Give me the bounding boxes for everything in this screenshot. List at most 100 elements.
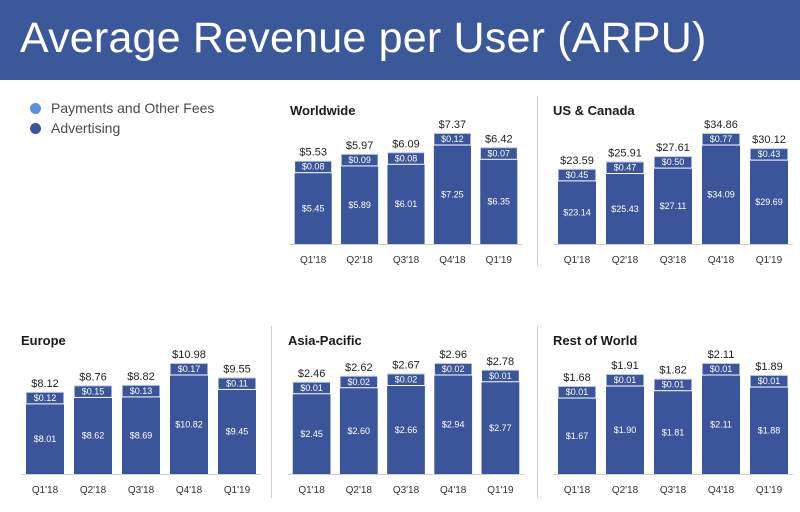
bar-advertising-q1-19 [481, 369, 520, 474]
bar-advertising-q2-18 [339, 375, 378, 474]
bar-advertising-q1-18 [292, 381, 331, 474]
tick-label-q1-18: Q1'18 [32, 485, 59, 496]
label-advertising-q3-18: $2.66 [395, 425, 418, 435]
tick-label-q2-18: Q2'18 [612, 255, 639, 266]
label-total-q1-19: $6.42 [485, 133, 513, 145]
bar-advertising-q4-18 [702, 133, 740, 244]
bar-advertising-q2-18 [74, 385, 112, 474]
label-payments-q1-19: $0.01 [758, 376, 781, 386]
tick-label-q1-18: Q1'18 [564, 255, 591, 266]
label-advertising-q2-18: $25.43 [611, 204, 639, 214]
bar-advertising-q1-18 [26, 391, 64, 474]
separator-bottom-right [537, 326, 538, 498]
tick-label-q1-19: Q1'19 [756, 255, 783, 266]
label-total-q1-19: $1.89 [755, 361, 783, 373]
chart-svg-us-canada: $0.45 $23.14 $23.59 Q1'18 $0.47 $25.43 $25.91 Q… [553, 119, 793, 266]
chart-title-us-canada: US & Canada [553, 103, 635, 118]
label-payments-q2-18: $0.47 [614, 163, 637, 173]
label-total-q2-18: $8.76 [79, 371, 107, 383]
legend: Payments and Other Fees Advertising [30, 98, 214, 138]
legend-label-advertising: Advertising [51, 120, 121, 136]
label-total-q3-18: $6.09 [392, 138, 420, 150]
page-title: Average Revenue per User (ARPU) [20, 14, 707, 62]
chart-title-europe: Europe [21, 333, 66, 348]
chart-asia-pacific: Asia-Pacific $0.01 $2.45 $2.46 Q1'18 $0.02 $2… [288, 333, 524, 498]
label-advertising-q3-18: $27.11 [660, 201, 687, 211]
tick-label-q2-18: Q2'18 [612, 485, 639, 496]
label-advertising-q1-18: $1.67 [566, 431, 589, 441]
label-advertising-q2-18: $8.62 [82, 431, 105, 441]
tick-label-q1-19: Q1'19 [486, 255, 513, 266]
bar-advertising-q2-18 [606, 373, 644, 474]
label-total-q3-18: $1.82 [659, 365, 687, 377]
chart-title-asia-pacific: Asia-Pacific [288, 333, 362, 348]
bar-payments-q1-19 [749, 147, 789, 161]
label-advertising-q1-19: $2.77 [489, 423, 512, 433]
label-payments-q2-18: $0.02 [348, 377, 371, 387]
label-payments-q3-18: $0.08 [395, 153, 418, 163]
label-payments-q1-18: $0.01 [300, 383, 323, 393]
bar-advertising-q1-19 [750, 148, 788, 244]
bar-advertising-q1-19 [750, 375, 788, 474]
label-payments-q3-18: $0.02 [395, 375, 418, 385]
bar-advertising-q1-19 [218, 377, 256, 474]
chart-svg-asia-pacific: $0.01 $2.45 $2.46 Q1'18 $0.02 $2.60 $2.62 Q2'18… [288, 349, 524, 496]
label-total-q4-18: $34.86 [704, 119, 738, 131]
tick-label-q4-18: Q4'18 [176, 485, 203, 496]
label-total-q3-18: $2.67 [392, 360, 420, 372]
label-advertising-q1-18: $2.45 [300, 429, 323, 439]
label-total-q2-18: $25.91 [608, 148, 642, 160]
label-advertising-q1-19: $9.45 [226, 427, 249, 437]
label-total-q4-18: $2.96 [439, 349, 467, 361]
legend-label-payments: Payments and Other Fees [51, 100, 215, 116]
label-advertising-q2-18: $2.60 [348, 426, 371, 436]
chart-us-canada: US & Canada $0.45 $23.14 $23.59 Q1'18 $0.47 $… [553, 103, 793, 268]
label-advertising-q4-18: $2.11 [710, 420, 732, 430]
label-total-q2-18: $5.97 [346, 140, 374, 152]
label-total-q2-18: $1.91 [611, 360, 639, 372]
legend-item-advertising: Advertising [30, 118, 214, 138]
tick-label-q3-18: Q3'18 [128, 485, 155, 496]
chart-worldwide: Worldwide $0.08 $5.45 $5.53 Q1'18 $0.09 $5.89… [290, 103, 522, 268]
label-payments-q3-18: $0.50 [662, 157, 685, 167]
label-payments-q1-19: $0.11 [226, 378, 248, 388]
bar-advertising-q4-18 [434, 363, 473, 474]
tick-label-q4-18: Q4'18 [708, 485, 735, 496]
label-advertising-q1-19: $6.35 [488, 197, 511, 207]
label-total-q1-19: $2.78 [487, 356, 515, 368]
legend-swatch-advertising [30, 122, 41, 134]
chart-rest-of-world: Rest of World $0.01 $1.67 $1.68 Q1'18 $0.01 $… [553, 333, 793, 498]
label-total-q1-18: $5.53 [299, 147, 327, 159]
chart-svg-worldwide: $0.08 $5.45 $5.53 Q1'18 $0.09 $5.89 $5.97 Q2'18… [290, 119, 522, 266]
tick-label-q2-18: Q2'18 [346, 485, 373, 496]
bar-advertising-q2-18 [341, 153, 379, 244]
label-advertising-q3-18: $6.01 [395, 199, 418, 209]
bar-advertising-q4-18 [433, 133, 471, 244]
chart-svg-europe: $0.12 $8.01 $8.12 Q1'18 $0.15 $8.62 $8.76 Q2'18… [21, 349, 261, 496]
bar-payments-q1-19 [749, 374, 789, 388]
tick-label-q3-18: Q3'18 [393, 255, 420, 266]
label-total-q1-19: $9.55 [223, 363, 251, 375]
label-payments-q1-18: $0.12 [34, 393, 57, 403]
label-total-q3-18: $8.82 [127, 371, 155, 383]
bar-advertising-q1-19 [480, 147, 518, 244]
bar-advertising-q4-18 [170, 363, 208, 474]
separator-bottom-left [271, 326, 272, 498]
label-payments-q4-18: $0.17 [178, 364, 201, 374]
label-payments-q2-18: $0.01 [614, 375, 637, 385]
label-payments-q2-18: $0.09 [348, 155, 371, 165]
tick-label-q2-18: Q2'18 [346, 255, 373, 266]
label-total-q1-18: $1.68 [563, 372, 591, 384]
bar-advertising-q3-18 [654, 378, 692, 474]
label-advertising-q2-18: $5.89 [348, 200, 371, 210]
tick-label-q4-18: Q4'18 [440, 485, 467, 496]
tick-label-q3-18: Q3'18 [660, 255, 687, 266]
label-payments-q1-18: $0.08 [302, 162, 325, 172]
label-advertising-q1-18: $8.01 [34, 434, 57, 444]
bar-payments-q1-19 [217, 376, 257, 390]
label-advertising-q1-18: $5.45 [302, 203, 325, 213]
label-advertising-q1-19: $1.88 [758, 426, 781, 436]
legend-swatch-payments [30, 102, 41, 114]
label-advertising-q1-19: $29.69 [755, 197, 783, 207]
label-advertising-q4-18: $10.82 [175, 420, 203, 430]
